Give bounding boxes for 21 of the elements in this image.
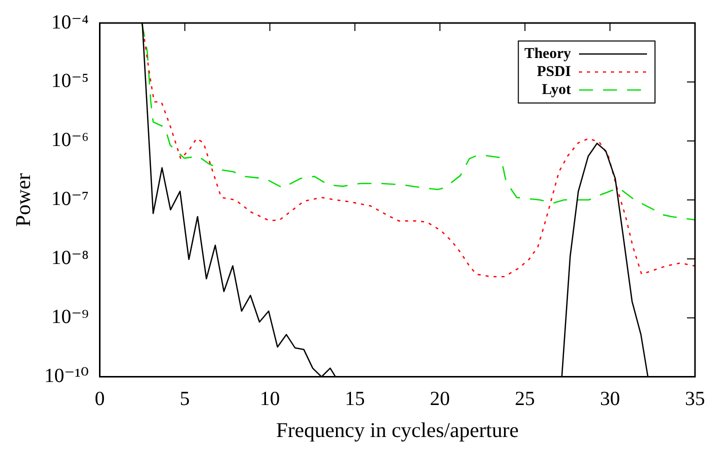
y-tick-label: 10⁻¹⁰ — [44, 365, 89, 388]
x-tick-label: 20 — [430, 388, 450, 410]
y-tick-label: 10⁻⁸ — [51, 247, 89, 270]
legend-label: Lyot — [542, 82, 571, 98]
x-tick-label: 0 — [94, 388, 105, 410]
x-axis-title: Frequency in cycles/aperture — [276, 418, 519, 442]
x-tick-label: 10 — [260, 388, 280, 410]
x-tick-label: 30 — [600, 388, 620, 410]
x-tick-label: 15 — [344, 388, 365, 410]
legend-label: Theory — [524, 46, 572, 62]
legend-label: PSDI — [536, 64, 572, 80]
x-tick-label: 25 — [514, 388, 535, 410]
y-tick-label: 10⁻⁵ — [51, 70, 89, 92]
x-tick-label: 5 — [180, 388, 190, 410]
x-tick-label: 35 — [685, 388, 705, 410]
y-axis-title: Power — [11, 173, 36, 227]
y-tick-label: 10⁻⁷ — [51, 188, 89, 210]
y-tick-label: 10⁻⁹ — [51, 306, 89, 328]
y-tick-label: 10⁻⁶ — [51, 129, 89, 152]
y-tick-label: 10⁻⁴ — [51, 11, 89, 34]
line-series — [141, 23, 695, 278]
